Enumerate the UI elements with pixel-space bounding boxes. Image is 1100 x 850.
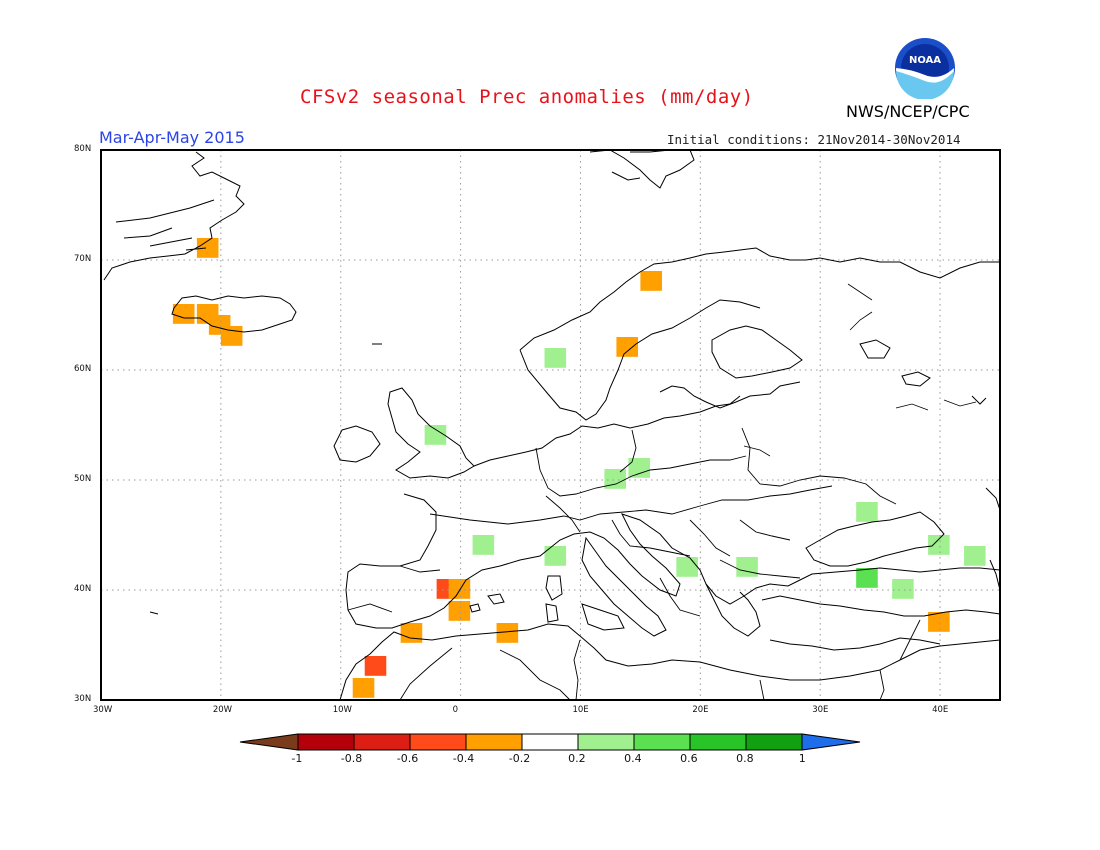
anomaly-cell bbox=[964, 546, 986, 566]
chart-title: CFSv2 seasonal Prec anomalies (mm/day) bbox=[300, 86, 754, 108]
y-tick-label: 30N bbox=[74, 694, 92, 704]
x-tick-label: 30E bbox=[812, 705, 829, 715]
x-tick-label: 30W bbox=[93, 705, 113, 715]
anomaly-cell bbox=[856, 568, 878, 588]
coastlines bbox=[103, 149, 1001, 701]
coast-black-sea bbox=[805, 511, 945, 567]
y-tick-label: 80N bbox=[74, 144, 92, 154]
noaa-logo: NOAA bbox=[895, 38, 955, 99]
anomaly-cell bbox=[628, 458, 650, 478]
anomaly-cells bbox=[172, 238, 986, 698]
anomaly-cell bbox=[364, 656, 387, 676]
colorbar-label: 1 bbox=[798, 752, 806, 765]
anomaly-cell bbox=[424, 425, 447, 445]
colorbar-segment bbox=[521, 733, 579, 751]
colorbar-right-arrow bbox=[801, 733, 861, 751]
coast-italy bbox=[545, 536, 667, 637]
coast-iceland bbox=[171, 295, 297, 333]
anomaly-cell bbox=[736, 557, 758, 577]
anomaly-cell bbox=[856, 502, 878, 522]
coast-finland bbox=[711, 325, 931, 387]
anomaly-cell bbox=[892, 579, 914, 599]
anomaly-cell bbox=[928, 612, 950, 632]
agency-label: NWS/NCEP/CPC bbox=[846, 102, 970, 121]
coast-greenland bbox=[103, 151, 245, 281]
colorbar-segment bbox=[689, 733, 747, 751]
colorbar-label: 0.8 bbox=[736, 752, 754, 765]
coast-north-africa bbox=[339, 623, 1001, 701]
anomaly-cell bbox=[400, 623, 423, 643]
coast-interior-lakes bbox=[743, 283, 977, 457]
anomaly-cell bbox=[640, 271, 662, 291]
colorbar-label: 0.2 bbox=[568, 752, 586, 765]
colorbar-left-arrow bbox=[239, 733, 299, 751]
anomaly-cell bbox=[676, 557, 698, 577]
colorbar-segment bbox=[465, 733, 523, 751]
x-tick-label: 0 bbox=[452, 705, 459, 715]
y-tick-label: 40N bbox=[74, 584, 92, 594]
colorbar-segment bbox=[633, 733, 691, 751]
colorbar-label: -0.8 bbox=[340, 752, 363, 765]
noaa-logo-text: NOAA bbox=[909, 55, 941, 66]
coast-caspian bbox=[985, 487, 1001, 591]
x-tick-label: 10W bbox=[332, 705, 352, 715]
x-tick-label: 10E bbox=[572, 705, 589, 715]
country-borders bbox=[347, 427, 921, 701]
colorbar-label: -0.6 bbox=[396, 752, 419, 765]
anomaly-cell bbox=[544, 348, 567, 368]
colorbar-segment bbox=[353, 733, 411, 751]
x-tick-label: 20E bbox=[692, 705, 709, 715]
coast-britain bbox=[333, 387, 475, 479]
anomaly-cell bbox=[496, 623, 519, 643]
x-tick-label: 40E bbox=[932, 705, 949, 715]
anomaly-cell bbox=[448, 601, 471, 621]
coast-greece-turkey bbox=[705, 583, 1001, 651]
colorbar-segment bbox=[409, 733, 467, 751]
colorbar-segment bbox=[577, 733, 635, 751]
y-tick-label: 70N bbox=[74, 254, 92, 264]
colorbar-segment bbox=[297, 733, 355, 751]
coast-north-europe bbox=[473, 395, 741, 467]
colorbar-label: 0.6 bbox=[680, 752, 698, 765]
anomaly-cell bbox=[472, 535, 495, 555]
colorbar-label: 0.4 bbox=[624, 752, 642, 765]
anomaly-cell bbox=[172, 304, 195, 324]
anomaly-cell bbox=[604, 469, 627, 489]
anomaly-cell bbox=[196, 238, 219, 258]
anomaly-cell bbox=[616, 337, 639, 357]
anomaly-cell bbox=[448, 579, 471, 599]
x-tick-label: 20W bbox=[212, 705, 233, 715]
colorbar-label: -1 bbox=[291, 752, 303, 765]
y-tick-label: 50N bbox=[74, 474, 92, 484]
anomaly-cell bbox=[928, 535, 950, 555]
anomaly-cell bbox=[352, 678, 375, 698]
coast-scandinavia bbox=[519, 247, 1000, 421]
coast-western-europe bbox=[345, 493, 1001, 629]
initial-conditions-label: Initial conditions: 21Nov2014-30Nov2014 bbox=[667, 132, 961, 147]
anomaly-cell bbox=[544, 546, 567, 566]
y-tick-label: 60N bbox=[74, 364, 92, 374]
colorbar-label: -0.2 bbox=[508, 752, 531, 765]
map-frame bbox=[100, 149, 1001, 701]
season-label: Mar-Apr-May 2015 bbox=[99, 128, 245, 147]
coast-islands bbox=[149, 343, 987, 615]
colorbar-segment bbox=[745, 733, 803, 751]
colorbar-label: -0.4 bbox=[452, 752, 475, 765]
